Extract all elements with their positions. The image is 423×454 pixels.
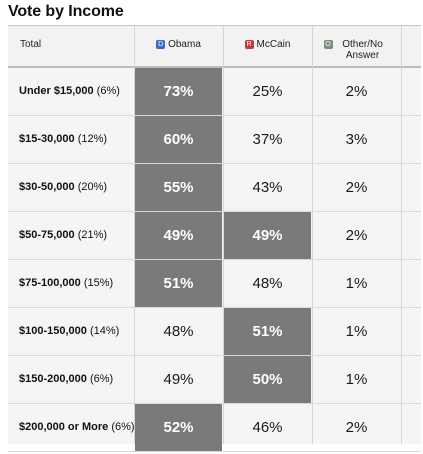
income-share: (6%) [89,373,114,385]
income-label: $50-75,000 (21%) [19,212,139,259]
mccain-value-cell: 50% [224,356,311,403]
income-bracket: $30-50,000 [19,181,75,193]
republican-badge-icon: R [244,40,254,49]
income-bracket: Under $15,000 [19,85,94,97]
mccain-value-cell: 46% [252,419,283,436]
income-label: $100-150,000 (14%) [19,308,139,355]
income-share: (6%) [96,85,120,97]
obama-value-cell: 73% [135,68,222,115]
mccain-value-cell: 43% [252,179,283,196]
table-row: Under $15,000 (6%) 73% 25% 2% [8,68,421,116]
income-label: $75-100,000 (15%) [19,260,139,307]
obama-value-cell: 60% [135,116,222,163]
obama-value-cell: 52% [135,404,222,451]
header-total: Total [20,39,42,50]
mccain-value-cell: 49% [224,212,311,259]
table-header: Total D Obama R McCain O Other/No Answer [8,26,421,68]
income-bracket: $100-150,000 [19,325,87,337]
obama-value-cell: 55% [135,164,222,211]
other-value-cell: 1% [345,323,368,340]
header-other: O Other/No Answer [313,26,400,66]
income-label: Under $15,000 (6%) [19,68,139,115]
income-bracket: $200,000 or More [19,421,109,433]
income-bracket: $150-200,000 [19,373,87,385]
income-label: $200,000 or More (6%) [19,404,139,451]
democrat-badge-icon: D [156,40,166,49]
income-share: (6%) [111,421,135,433]
other-badge-icon: O [323,40,333,49]
other-value-cell: 3% [345,131,368,148]
page-title: Vote by Income [8,3,124,20]
income-bracket: $15-30,000 [19,133,75,145]
other-value-cell: 2% [345,419,368,436]
income-label: $150-200,000 (6%) [19,356,139,403]
income-share: (21%) [77,229,108,241]
table-row: $50-75,000 (21%) 49% 49% 2% [8,212,421,260]
income-label: $15-30,000 (12%) [19,116,139,163]
column-divider [223,26,224,444]
table-row: $200,000 or More (6%) 52% 46% 2% [8,404,421,452]
mccain-value-cell: 37% [252,131,283,148]
table-row: $15-30,000 (12%) 60% 37% 3% [8,116,421,164]
table-row: $150-200,000 (6%) 49% 50% 1% [8,356,421,404]
header-mccain-label: McCain [256,39,291,50]
obama-value-cell: 48% [163,323,194,340]
obama-value-cell: 49% [163,371,194,388]
mccain-value-cell: 51% [224,308,311,355]
column-divider [134,26,135,444]
mccain-value-cell: 48% [252,275,283,292]
obama-value-cell: 49% [135,212,222,259]
other-value-cell: 2% [345,227,368,244]
obama-value-cell: 51% [135,260,222,307]
header-other-label: Other/No Answer [342,39,383,61]
other-value-cell: 2% [345,179,368,196]
column-divider [312,26,313,444]
income-bracket: $75-100,000 [19,277,81,289]
table-row: $100-150,000 (14%) 48% 51% 1% [8,308,421,356]
income-share: (20%) [77,181,108,193]
mccain-value-cell: 25% [252,83,283,100]
income-bracket: $50-75,000 [19,229,75,241]
table-row: $30-50,000 (20%) 55% 43% 2% [8,164,421,212]
other-value-cell: 2% [345,83,368,100]
header-obama: D Obama [135,26,222,66]
header-mccain: R McCain [224,26,311,66]
other-value-cell: 1% [345,275,368,292]
table-row: $75-100,000 (15%) 51% 48% 1% [8,260,421,308]
income-share: (12%) [77,133,108,145]
column-divider [401,26,402,444]
income-share: (14%) [89,325,120,337]
income-label: $30-50,000 (20%) [19,164,139,211]
other-value-cell: 1% [345,371,368,388]
vote-by-income-table: Total D Obama R McCain O Other/No Answer… [8,25,421,452]
income-share: (15%) [83,277,114,289]
header-obama-label: Obama [168,39,201,50]
